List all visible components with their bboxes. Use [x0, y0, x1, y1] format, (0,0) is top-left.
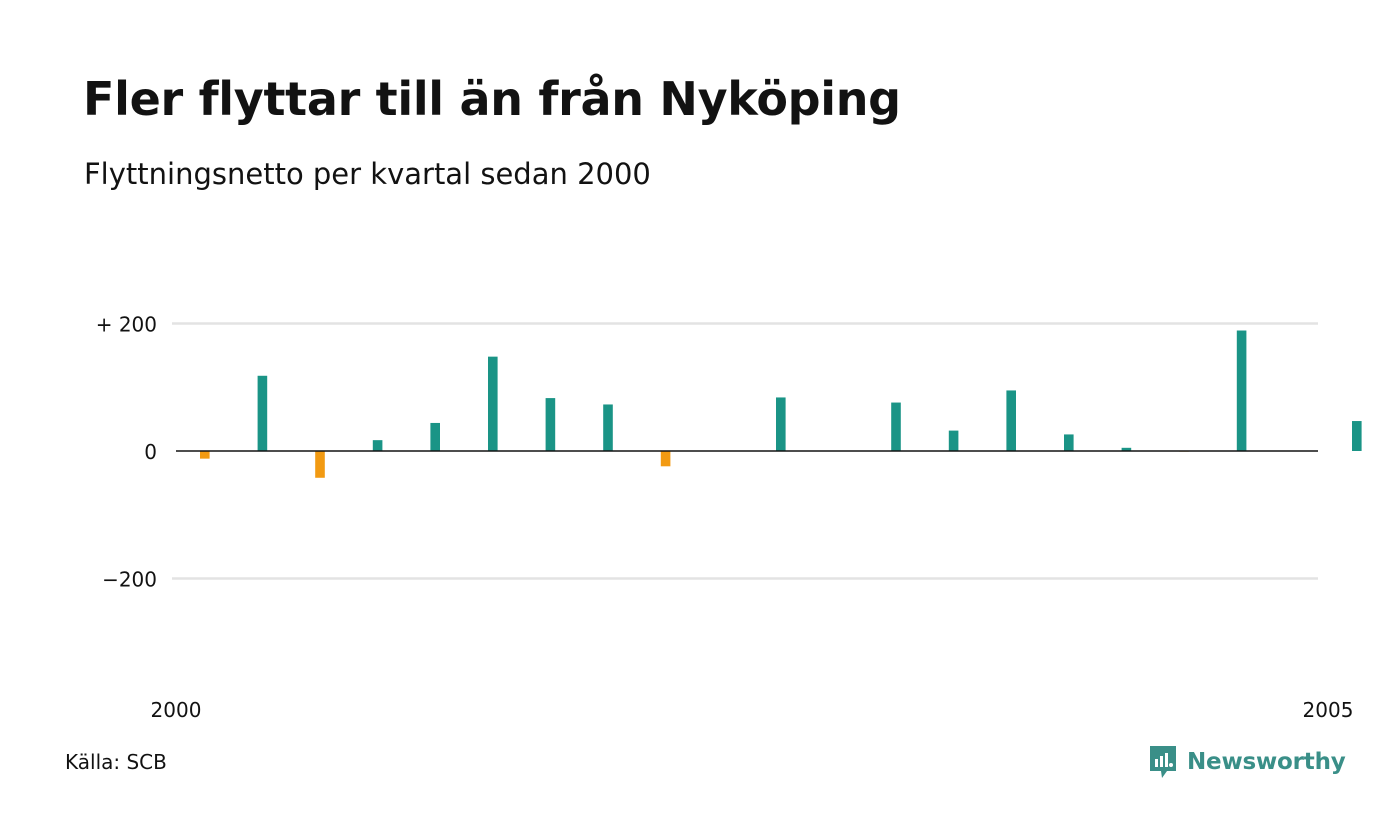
bar: [200, 451, 210, 459]
newsworthy-logo-icon: [1150, 746, 1176, 778]
bar: [488, 356, 498, 451]
bar: [545, 398, 556, 451]
bar: [1236, 330, 1247, 451]
bar: [1064, 434, 1074, 451]
brand-name: Newsworthy: [1187, 749, 1346, 775]
x-tick-label: 2005: [1303, 698, 1354, 722]
axes: −2000+ 20020002005201020152020: [96, 313, 1354, 723]
x-tick-label: 2000: [151, 698, 202, 722]
bar: [948, 430, 959, 451]
source-note: Källa: SCB: [65, 750, 167, 774]
gridlines: [172, 322, 1318, 580]
y-tick-label: + 200: [96, 313, 157, 337]
y-tick-label: 0: [144, 440, 157, 464]
bar: [891, 402, 901, 451]
bar: [315, 451, 325, 478]
bar: [776, 397, 786, 451]
bar: [1352, 421, 1362, 451]
bar: [430, 422, 440, 451]
y-tick-label: −200: [102, 568, 157, 592]
bars: [200, 330, 1362, 478]
bar: [1121, 447, 1132, 451]
brand-logo: Newsworthy: [1148, 744, 1346, 780]
bar-chart: −2000+ 20020002005201020152020: [96, 313, 1362, 723]
chart-title: Fler flyttar till än från Nyköping: [83, 72, 901, 126]
bar: [660, 451, 671, 467]
bar: [1006, 390, 1016, 451]
bar: [603, 404, 613, 451]
bar: [257, 375, 268, 451]
bar: [372, 440, 383, 451]
chart-subtitle: Flyttningsnetto per kvartal sedan 2000: [84, 157, 651, 191]
